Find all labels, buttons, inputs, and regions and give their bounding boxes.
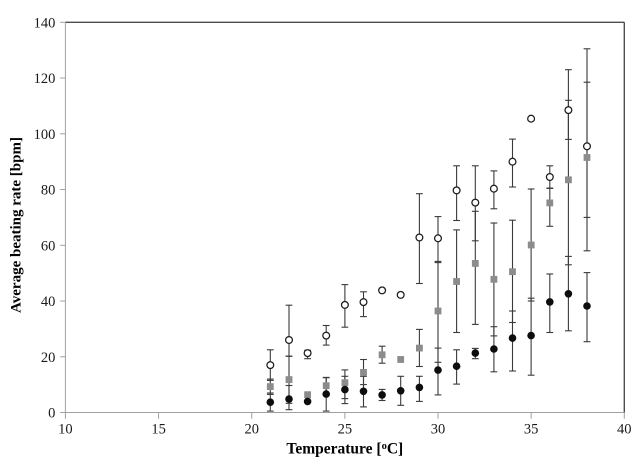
svg-text:120: 120: [34, 71, 56, 87]
svg-text:20: 20: [244, 422, 259, 438]
svg-text:20: 20: [41, 350, 56, 366]
svg-text:40: 40: [41, 294, 56, 310]
svg-text:80: 80: [41, 183, 56, 199]
svg-text:Temperature [oC]: Temperature [oC]: [286, 441, 403, 458]
svg-text:60: 60: [41, 238, 56, 254]
svg-text:0: 0: [48, 406, 55, 422]
svg-text:25: 25: [338, 422, 353, 438]
svg-text:140: 140: [34, 15, 56, 31]
svg-text:10: 10: [58, 422, 73, 438]
svg-text:Average beating rate [bpm]: Average beating rate [bpm]: [9, 137, 25, 313]
svg-text:35: 35: [524, 422, 539, 438]
svg-text:40: 40: [617, 422, 632, 438]
svg-text:100: 100: [34, 127, 56, 143]
svg-text:15: 15: [151, 422, 166, 438]
svg-text:30: 30: [431, 422, 446, 438]
